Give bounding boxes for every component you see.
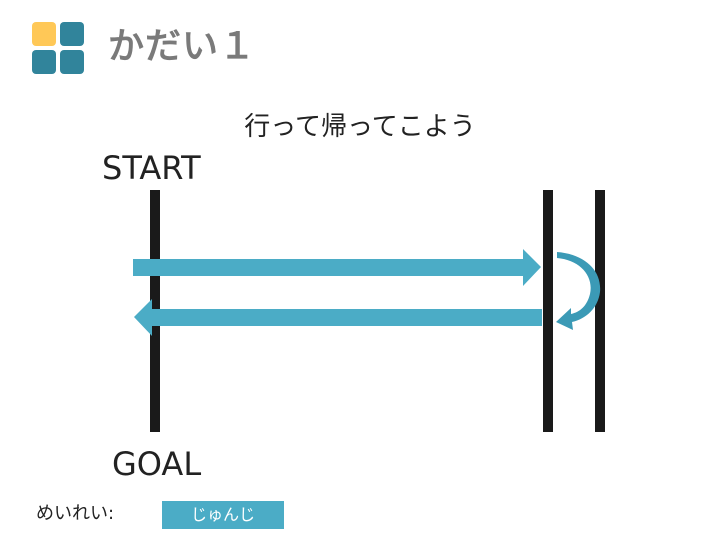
forward-arrow-icon [133, 249, 541, 286]
instruction-text: 行って帰ってこよう [244, 112, 476, 142]
example-label: めいれい: [36, 503, 115, 524]
start-label: START [102, 149, 201, 187]
sequence-button[interactable]: じゅんじ [162, 501, 284, 529]
turn-line [543, 190, 553, 432]
wall-line [595, 190, 605, 432]
logo-square-teal-3 [60, 50, 84, 74]
goal-label: GOAL [112, 445, 202, 483]
turn-arrow-icon [556, 252, 601, 330]
logo-square-yellow [32, 22, 56, 46]
return-arrow-icon [134, 299, 542, 336]
logo-square-teal-2 [32, 50, 56, 74]
page-title: かだい１ [108, 26, 257, 67]
logo-square-teal-1 [60, 22, 84, 46]
app-logo-icon [32, 22, 84, 74]
